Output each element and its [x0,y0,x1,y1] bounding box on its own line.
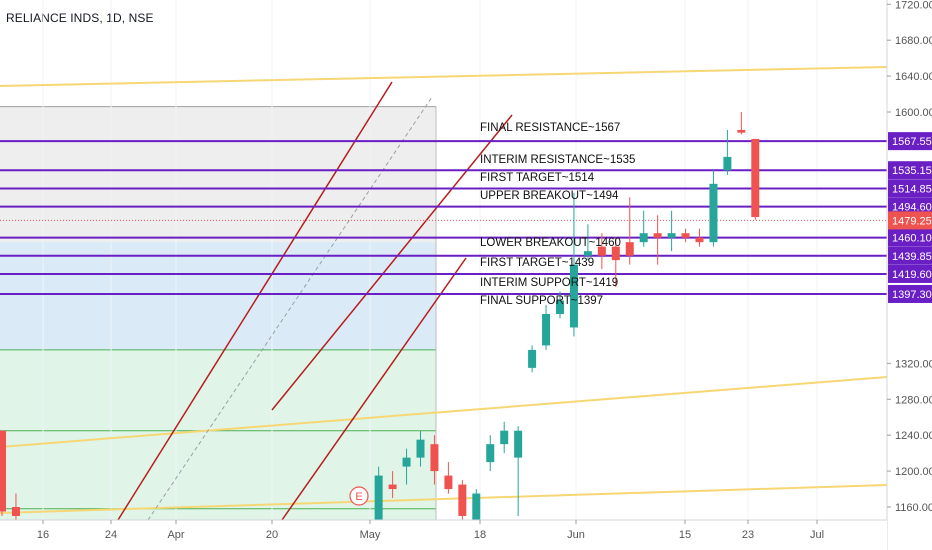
earnings-marker-icon [349,486,369,506]
level-label-5: FIRST TARGET~1439 [480,257,594,269]
level-tag-3: 1494.60 [892,202,932,214]
channel-middle [271,114,513,411]
level-tag-bg-5 [888,246,932,265]
candle-body-16 [569,264,578,328]
level-tag-4: 1460.10 [892,233,932,245]
candles [0,112,760,543]
y-tick-label-4: 1320.00 [895,358,932,370]
y-tick-label-0: 1720.00 [895,0,932,11]
yellow-line-bottom [0,484,888,514]
candle-body-25 [695,237,704,243]
candle-body-15 [556,300,564,314]
last-price-tag: 1479.25 [892,215,932,227]
zone-blue [0,242,436,350]
zone-green [0,349,436,520]
candle-body-29 [751,138,760,218]
trendlines [0,66,888,521]
x-tick-label-2: Apr [167,529,184,541]
candle-body-20 [625,242,634,256]
channel-upper [117,81,393,521]
level-labels: FINAL RESISTANCE~1567 INTERIM RESISTANCE~… [480,122,635,307]
grid [42,0,818,520]
candle-body-13 [528,349,537,368]
y-tick-label-6: 1240.00 [895,430,932,442]
candle-body-5 [416,439,425,458]
level-tag-bg-0 [888,132,932,151]
candle-body-21 [639,233,648,243]
candle-body-17 [583,251,592,256]
x-tick-label-1: 24 [105,529,117,541]
y-tick-label-2: 1640.00 [895,71,932,83]
candle-body-27 [723,156,732,171]
bottom-axis-bg [0,520,887,550]
candle-body-4 [402,457,411,467]
last-price-tag-bg [888,211,932,230]
candle-body-26 [709,183,718,243]
candle-body-1 [11,507,20,516]
candle-body-10 [486,444,495,463]
candle-body-8 [458,484,467,516]
level-label-0: FINAL RESISTANCE~1567 [480,122,620,134]
y-tick-label-1: 1680.00 [895,35,932,47]
candle-body-3 [388,484,397,490]
y-tick-label-8: 1160.00 [895,502,932,514]
level-label-7: FINAL SUPPORT~1397 [480,295,603,307]
x-tick-label-6: Jun [567,529,585,541]
yellow-line-top [0,66,888,87]
x-tick-label-9: Jul [810,529,824,541]
right-axis: 1720.00 1680.00 1640.00 1600.00 1320.00 1280.… [886,0,932,550]
candle-body-7 [444,475,453,490]
channel-lower [281,257,467,521]
candle-body-28 [737,129,746,133]
levels [0,140,887,295]
level-tag-0: 1567.55 [892,136,932,148]
level-label-6: INTERIM SUPPORT~1419 [480,277,618,289]
candle-body-0 [0,430,6,512]
zones [0,106,437,520]
candle-body-23 [667,233,676,238]
x-tick-label-0: 16 [37,529,49,541]
zone-gray [0,106,436,243]
channel-median [147,96,433,521]
candle-body-14 [542,313,551,346]
candle-body-11 [500,430,509,445]
candle-body-19 [611,246,620,261]
level-tag-7: 1397.30 [892,289,932,301]
level-tag-bg-6 [888,264,932,283]
x-tick-label-7: 15 [679,529,691,541]
y-tick-label-3: 1600.00 [895,107,932,119]
candle-body-24 [681,233,690,238]
level-tag-bg-1 [888,161,932,180]
candle-body-18 [597,246,606,256]
x-tick-label-4: May [360,529,381,541]
x-tick-label-5: 18 [474,529,486,541]
candle-body-22 [653,233,662,238]
level-tag-6: 1419.60 [892,269,932,281]
level-tag-bg-7 [888,284,932,303]
level-label-3: UPPER BREAKOUT~1494 [480,190,619,202]
level-tag-2: 1514.85 [892,183,932,195]
bottom-axis: 16 24 Apr 20 May 18 Jun 15 23 Jul [0,519,887,550]
level-label-1: INTERIM RESISTANCE~1535 [480,154,635,166]
level-tag-1: 1535.15 [892,165,932,177]
level-label-4: LOWER BREAKOUT~1460 [480,237,621,249]
candle-body-12 [514,430,523,458]
marker: E [349,486,369,506]
x-tick-label-3: 20 [266,529,278,541]
candle-body-9 [472,493,481,521]
level-tag-bg-4 [888,228,932,247]
level-label-2: FIRST TARGET~1514 [480,172,595,184]
level-tag-bg-3 [888,197,932,216]
level-tag-bg-2 [888,179,932,198]
y-tick-label-7: 1200.00 [895,466,932,478]
candle-body-2 [374,475,383,534]
level-tag-5: 1439.85 [892,251,932,263]
y-tick-label-5: 1280.00 [895,394,932,406]
candle-body-6 [430,444,439,472]
yellow-line-mid [0,376,888,448]
x-tick-label-8: 23 [742,529,754,541]
earnings-marker-label: E [355,491,362,503]
